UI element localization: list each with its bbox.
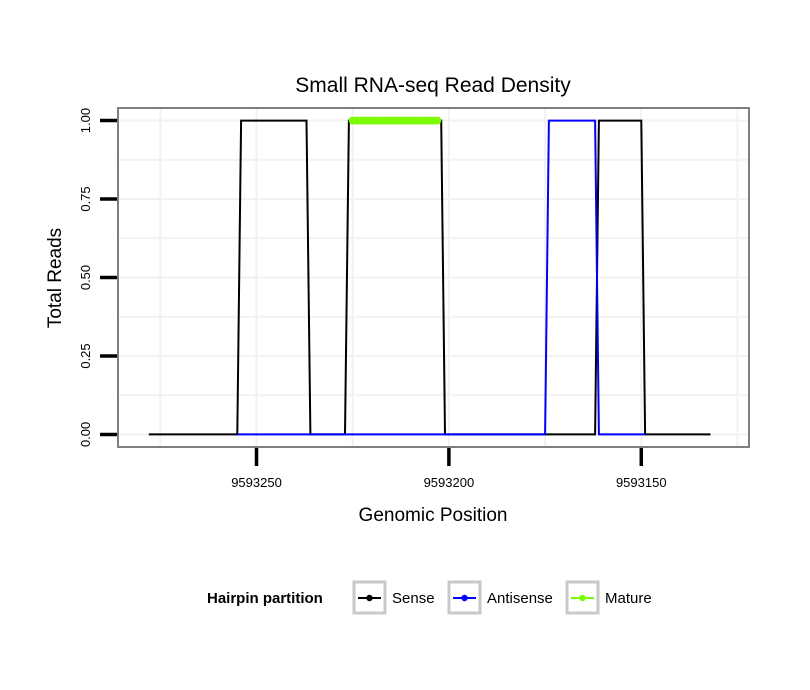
y-tick-label: 0.00 [78, 422, 93, 447]
legend-title: Hairpin partition [207, 590, 323, 607]
grid-lines [119, 109, 748, 446]
x-tick-label: 9593200 [424, 475, 475, 490]
series-line-antisense [237, 119, 646, 436]
y-tick-label: 1.00 [78, 108, 93, 133]
x-axis-label: Genomic Position [359, 505, 508, 526]
legend-label-sense: Sense [392, 590, 435, 607]
legend-label-mature: Mature [605, 590, 652, 607]
legend-label-antisense: Antisense [487, 590, 553, 607]
x-tick-label: 9593250 [231, 475, 282, 490]
axes: 0.00 0.25 0.50 0.75 1.00 9593250 9593200 959315… [78, 108, 667, 490]
y-tick-label: 0.25 [78, 343, 93, 368]
y-tick-label: 0.75 [78, 186, 93, 211]
x-tick-label: 9593150 [616, 475, 667, 490]
y-tick-label: 0.50 [78, 265, 93, 290]
legend-dot-sense [366, 594, 373, 602]
legend: Hairpin partition Sense Antisense Mature [207, 580, 652, 615]
series-point-mature [433, 116, 442, 125]
y-axis-label: Total Reads [45, 228, 66, 328]
series-layer [148, 116, 711, 436]
legend-dot-antisense [461, 594, 468, 602]
legend-dot-mature [579, 594, 586, 602]
chart-title: Small RNA-seq Read Density [295, 74, 571, 97]
